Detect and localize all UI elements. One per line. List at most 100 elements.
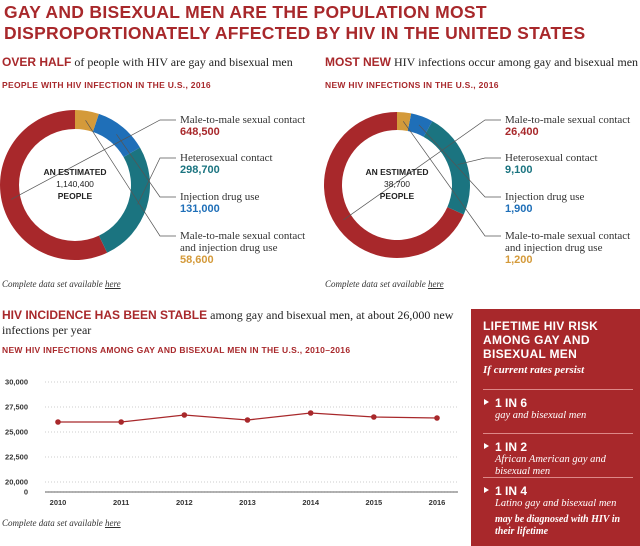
legend-entry: Male-to-male sexual contact 648,500 — [180, 114, 315, 138]
risk-title: LIFETIME HIV RISK AMONG GAY AND BISEXUAL… — [483, 319, 599, 361]
data-point — [55, 419, 61, 425]
center-line: 1,140,400 — [56, 179, 94, 189]
y-tick-label: 30,000 — [5, 378, 28, 387]
data-note: Complete data set available here — [2, 279, 121, 289]
risk-label: Latino gay and bisexual men — [495, 498, 617, 509]
category-label: Heterosexual contact — [505, 152, 598, 164]
center-line: PEOPLE — [379, 191, 415, 201]
heading-bold: OVER HALF — [2, 55, 72, 69]
note-text: Complete data set available — [2, 279, 105, 289]
note-link[interactable]: here — [427, 279, 444, 289]
y-tick-label: 25,000 — [5, 428, 28, 437]
legend-entry: Heterosexual contact 9,100 — [505, 152, 640, 176]
x-tick-label: 2012 — [176, 498, 193, 507]
value-label: 9,100 — [505, 164, 533, 176]
risk-footer: may be diagnosed with HIV in their lifet… — [495, 514, 621, 537]
value-label: 1,200 — [505, 254, 533, 266]
section-heading: OVER HALF of people with HIV are gay and… — [2, 55, 317, 70]
leader-line — [10, 119, 176, 200]
legend-entry: Injection drug use 1,900 — [505, 191, 640, 215]
data-point — [181, 412, 188, 418]
risk-subtitle: If current rates persist — [483, 364, 585, 376]
legend-entry: Heterosexual contact 298,700 — [180, 152, 315, 176]
leader-line — [418, 124, 501, 198]
heading-bold: HIV INCIDENCE HAS BEEN STABLE — [2, 308, 208, 322]
leader-line — [85, 120, 176, 237]
chart-subtitle: PEOPLE WITH HIV INFECTION IN THE U.S., 2… — [2, 80, 211, 90]
heading-bold: MOST NEW — [325, 55, 391, 69]
data-point — [371, 414, 377, 420]
leader-line — [457, 157, 501, 165]
data-point — [244, 417, 251, 423]
note-link[interactable]: here — [104, 518, 121, 528]
note-link[interactable]: here — [104, 279, 121, 289]
risk-value: 1 IN 2 — [483, 440, 633, 454]
leader-line — [137, 157, 176, 205]
value-label: 648,500 — [180, 126, 220, 138]
leader-line — [116, 134, 176, 198]
chart-subtitle: NEW HIV INFECTIONS IN THE U.S., 2016 — [325, 80, 499, 90]
risk-item: 1 IN 6 gay and bisexual men — [483, 389, 633, 422]
donut-slice — [407, 113, 433, 137]
data-point — [307, 410, 314, 416]
center-line: PEOPLE — [57, 191, 93, 201]
value-label: 26,400 — [505, 126, 539, 138]
donut-slice — [92, 113, 140, 158]
donut-slice — [397, 112, 412, 132]
y-tick-label: 22,500 — [5, 453, 28, 462]
category-label: Injection drug use — [505, 191, 585, 203]
risk-label: gay and bisexual men — [495, 410, 587, 421]
data-point — [118, 419, 124, 425]
heading-text: HIV infections occur among gay and bisex… — [391, 55, 639, 69]
value-label: 298,700 — [180, 164, 220, 176]
risk-box: LIFETIME HIV RISK AMONG GAY AND BISEXUAL… — [471, 309, 640, 546]
data-note: Complete data set available here — [325, 279, 444, 289]
title: GAY AND BISEXUAL MEN ARE THE POPULATION … — [4, 2, 586, 43]
heading-text: of people with HIV are gay and bisexual … — [71, 55, 293, 69]
category-label: Male-to-male sexual contact and injectio… — [505, 230, 631, 254]
center-line: 38,700 — [384, 179, 410, 189]
leader-line — [402, 121, 501, 237]
legend-entry: Male-to-male sexual contact and injectio… — [505, 230, 640, 266]
risk-item: 1 IN 4 Latino gay and bisexual men — [483, 477, 633, 510]
category-label: Male-to-male sexual contact — [505, 114, 631, 126]
legend-entry: Injection drug use 131,000 — [180, 191, 315, 215]
y-tick-label: 27,500 — [5, 403, 28, 412]
center-line: AN ESTIMATED — [43, 167, 107, 177]
value-label: 131,000 — [180, 203, 220, 215]
legend-entry: Male-to-male sexual contact and injectio… — [180, 230, 315, 266]
section-heading: HIV INCIDENCE HAS BEEN STABLE among gay … — [2, 308, 462, 338]
x-tick-label: 2013 — [239, 498, 256, 507]
value-label: 1,900 — [505, 203, 533, 215]
x-tick-label: 2010 — [50, 498, 67, 507]
section-heading: MOST NEW HIV infections occur among gay … — [325, 55, 640, 70]
center-line: AN ESTIMATED — [365, 167, 429, 177]
category-label: Injection drug use — [180, 191, 260, 203]
chart-subtitle: NEW HIV INFECTIONS AMONG GAY AND BISEXUA… — [2, 345, 351, 355]
x-tick-label: 2014 — [302, 498, 320, 507]
y-tick-label: 20,000 — [5, 478, 28, 487]
category-label: Male-to-male sexual contact — [180, 114, 306, 126]
x-tick-label: 2016 — [429, 498, 446, 507]
category-label: Male-to-male sexual contact and injectio… — [180, 230, 306, 254]
x-tick-label: 2011 — [113, 498, 129, 507]
heading-text: among gay and bisexual men, at about 26,… — [2, 308, 454, 337]
donut-slice — [423, 121, 471, 215]
center-label: AN ESTIMATED 1,140,400 PEOPLE — [25, 166, 125, 202]
leader-line — [343, 119, 501, 221]
risk-value: 1 IN 6 — [483, 396, 633, 410]
category-label: Heterosexual contact — [180, 152, 273, 164]
data-note: Complete data set available here — [2, 518, 121, 528]
note-text: Complete data set available — [2, 518, 105, 528]
donut-slice — [0, 110, 108, 260]
y-tick-label: 0 — [24, 488, 28, 497]
legend-entry: Male-to-male sexual contact 26,400 — [505, 114, 640, 138]
x-tick-label: 2015 — [365, 498, 382, 507]
donut-slice — [98, 147, 150, 253]
risk-item: 1 IN 2 African American gay and bisexual … — [483, 433, 633, 478]
risk-value: 1 IN 4 — [483, 484, 633, 498]
center-label: AN ESTIMATED 38,700 PEOPLE — [347, 166, 447, 202]
value-label: 58,600 — [180, 254, 214, 266]
